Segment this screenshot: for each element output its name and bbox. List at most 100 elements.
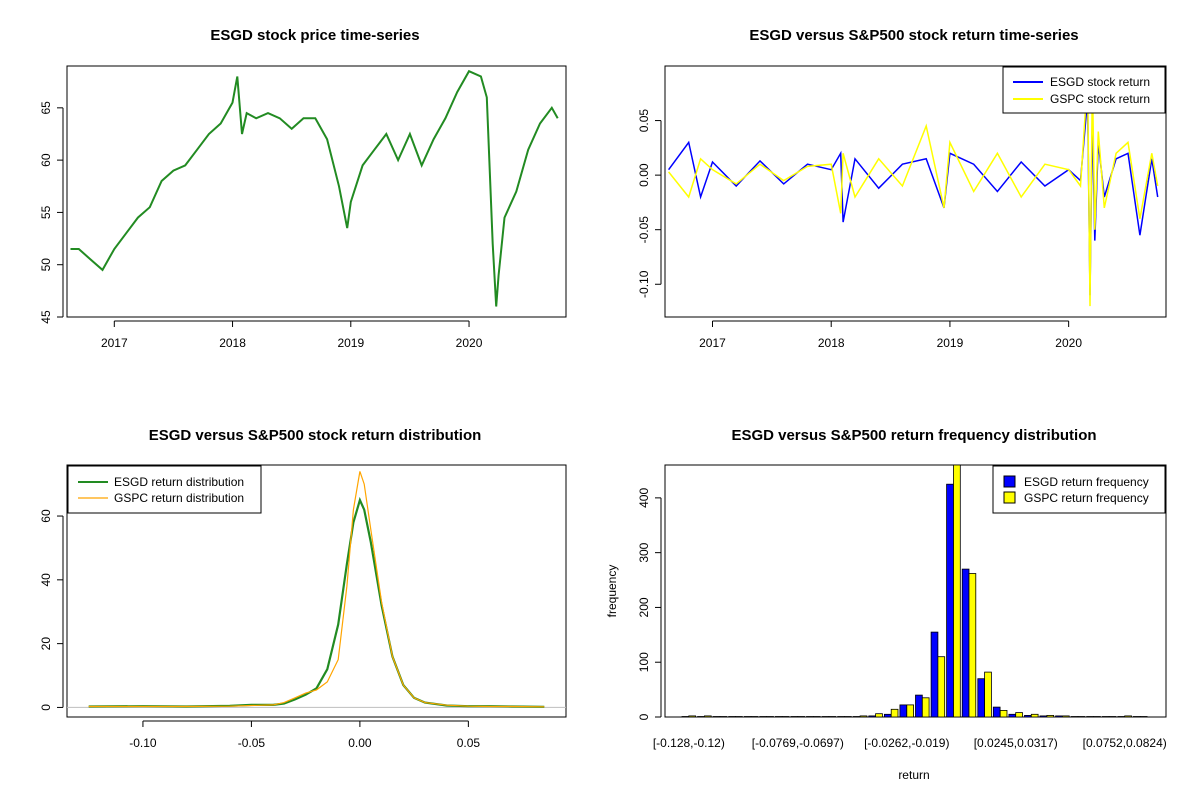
esgd-frequency-bar	[852, 716, 861, 718]
histogram-ylabel: frequency	[605, 565, 619, 618]
return-chart-title: ESGD versus S&P500 stock return time-ser…	[749, 27, 1078, 44]
esgd-frequency-bar	[1070, 716, 1079, 718]
gspc-frequency-bar	[1139, 716, 1148, 718]
price-chart: ESGD stock price time-series 2017 2018 201…	[39, 27, 567, 350]
histogram-xtick-label: [-0.0262,-0.019)	[864, 736, 949, 750]
esgd-frequency-bar	[759, 716, 767, 718]
return-chart: ESGD versus S&P500 stock return time-ser…	[637, 27, 1167, 350]
density-chart: ESGD versus S&P500 stock return distribu…	[39, 427, 567, 750]
gspc-frequency-bar	[1108, 716, 1117, 718]
legend-label-gspc-density: GSPC return distribution	[114, 491, 244, 505]
price-ytick-label: 55	[39, 205, 53, 219]
gspc-density-line	[88, 471, 545, 708]
density-chart-title: ESGD versus S&P500 stock return distribu…	[149, 427, 482, 444]
gspc-frequency-bar	[735, 716, 743, 718]
legend-swatch-gspc-frequency	[1003, 491, 1016, 504]
gspc-frequency-bar	[1124, 715, 1132, 718]
gspc-frequency-bar	[953, 464, 961, 718]
density-xtick-label: -0.10	[129, 736, 157, 750]
gspc-frequency-bar	[1015, 712, 1023, 718]
histogram-xlabel: return	[898, 768, 929, 782]
esgd-frequency-bar	[992, 706, 1001, 718]
gspc-frequency-bar	[766, 716, 774, 718]
esgd-frequency-bar	[1086, 716, 1094, 718]
esgd-frequency-bar	[837, 716, 845, 718]
price-series-line	[70, 69, 559, 307]
esgd-frequency-bar	[1133, 716, 1141, 718]
gspc-frequency-bar	[890, 708, 899, 718]
return-xtick-label: 2017	[699, 336, 726, 350]
histogram-ytick-label: 400	[637, 488, 651, 508]
esgd-frequency-bar	[1055, 715, 1063, 718]
histogram-chart-legend: ESGD return frequency GSPC return freque…	[992, 465, 1166, 514]
esgd-frequency-bar	[868, 715, 876, 718]
gspc-frequency-bar	[1046, 715, 1055, 718]
esgd-frequency-bar	[1117, 716, 1126, 718]
histogram-chart-title: ESGD versus S&P500 return frequency dist…	[731, 427, 1096, 444]
esgd-frequency-bar	[775, 716, 783, 718]
density-ytick-label: 0	[39, 704, 53, 711]
gspc-frequency-bar	[906, 704, 914, 718]
esgd-frequency-bar	[899, 704, 908, 718]
esgd-frequency-bar	[728, 716, 736, 718]
density-chart-frame	[66, 464, 567, 718]
price-ytick-label: 45	[39, 310, 53, 324]
price-ytick-label: 65	[39, 101, 53, 115]
gspc-frequency-bar	[859, 715, 868, 718]
histogram-ytick-label: 200	[637, 597, 651, 617]
esgd-frequency-bar	[1024, 715, 1032, 718]
esgd-density-line	[88, 496, 545, 708]
price-xtick-label: 2018	[219, 336, 246, 350]
price-ytick-label: 50	[39, 258, 53, 272]
return-chart-frame	[664, 65, 1167, 318]
esgd-frequency-bar	[977, 678, 985, 718]
gspc-return-line	[668, 76, 1159, 307]
density-xtick-label: 0.05	[457, 736, 481, 750]
legend-label-esgd-return: ESGD stock return	[1050, 75, 1150, 89]
return-xtick-label: 2019	[937, 336, 964, 350]
price-xtick-label: 2020	[456, 336, 483, 350]
gspc-frequency-bar	[719, 716, 728, 718]
legend-label-esgd-frequency: ESGD return frequency	[1024, 475, 1149, 489]
esgd-frequency-bar	[1101, 716, 1110, 718]
legend-label-esgd-density: ESGD return distribution	[114, 475, 244, 489]
esgd-frequency-bar	[884, 713, 892, 718]
histogram-ytick-label: 300	[637, 542, 651, 562]
gspc-frequency-bar	[1062, 715, 1070, 718]
gspc-frequency-bar	[984, 671, 992, 718]
price-chart-title: ESGD stock price time-series	[210, 27, 419, 44]
density-ytick-label: 60	[39, 509, 53, 523]
gspc-frequency-bar	[999, 710, 1008, 718]
gspc-frequency-bar	[1077, 716, 1086, 718]
gspc-frequency-bar	[937, 656, 946, 718]
price-xtick-label: 2019	[337, 336, 364, 350]
histogram-ytick-label: 100	[637, 652, 651, 672]
gspc-frequency-bar	[813, 716, 821, 718]
esgd-frequency-bar	[790, 716, 799, 718]
esgd-frequency-bar	[821, 716, 830, 718]
gspc-frequency-bar	[750, 716, 759, 718]
legend-label-gspc-return: GSPC stock return	[1050, 92, 1150, 106]
esgd-frequency-bar	[946, 483, 954, 718]
esgd-frequency-bar	[806, 716, 814, 718]
esgd-frequency-bar	[961, 568, 970, 718]
histogram-xtick-label: [0.0245,0.0317)	[974, 736, 1058, 750]
legend-label-gspc-frequency: GSPC return frequency	[1024, 491, 1149, 505]
esgd-frequency-bar	[697, 716, 705, 718]
gspc-frequency-bar	[844, 716, 852, 718]
esgd-frequency-bar	[681, 716, 690, 718]
density-ytick-label: 40	[39, 573, 53, 587]
density-chart-legend: ESGD return distribution GSPC return dis…	[67, 465, 262, 514]
price-xtick-label: 2017	[101, 336, 128, 350]
gspc-frequency-bar	[1030, 713, 1039, 718]
return-xtick-label: 2020	[1055, 336, 1082, 350]
gspc-frequency-bar	[781, 716, 790, 718]
price-ytick-label: 60	[39, 153, 53, 167]
return-ytick-label: -0.05	[637, 216, 651, 244]
gspc-frequency-bar	[875, 713, 883, 718]
histogram-xtick-label: [-0.0769,-0.0697)	[752, 736, 844, 750]
gspc-frequency-bar	[704, 715, 712, 718]
esgd-frequency-bar	[930, 631, 939, 718]
gspc-frequency-bar	[688, 715, 696, 718]
